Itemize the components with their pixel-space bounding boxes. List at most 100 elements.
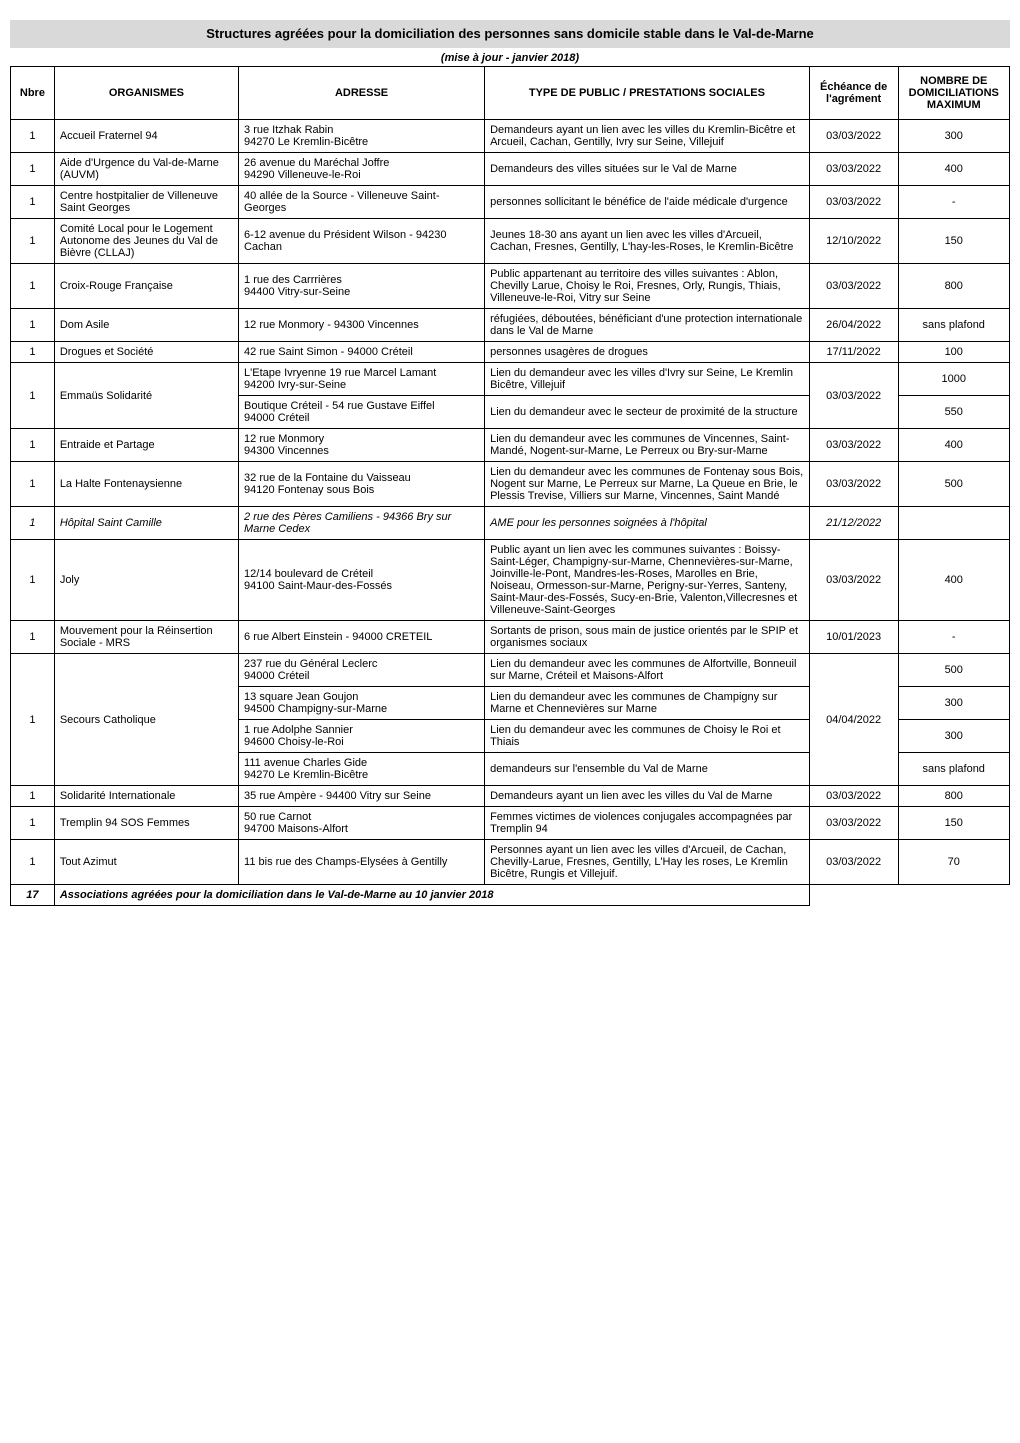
cell-org: Accueil Fraternel 94	[54, 120, 238, 153]
cell-ech: 03/03/2022	[809, 540, 898, 621]
cell-nbre: 1	[11, 540, 55, 621]
table-row: 1Emmaüs SolidaritéL'Etape Ivryenne 19 ru…	[11, 363, 1010, 396]
cell-adr: 35 rue Ampère - 94400 Vitry sur Seine	[239, 786, 485, 807]
cell-org: Tremplin 94 SOS Femmes	[54, 807, 238, 840]
cell-org: Joly	[54, 540, 238, 621]
cell-type: Demandeurs ayant un lien avec les villes…	[485, 120, 810, 153]
cell-ech: 03/03/2022	[809, 363, 898, 429]
cell-type: Lien du demandeur avec le secteur de pro…	[485, 396, 810, 429]
cell-max: 150	[898, 807, 1010, 840]
cell-nbre: 1	[11, 264, 55, 309]
cell-org: Comité Local pour le Logement Autonome d…	[54, 219, 238, 264]
cell-max: 100	[898, 342, 1010, 363]
table-row: 1Tout Azimut11 bis rue des Champs-Elysée…	[11, 840, 1010, 885]
col-max: NOMBRE DE DOMICILIATIONS MAXIMUM	[898, 67, 1010, 120]
cell-org: Entraide et Partage	[54, 429, 238, 462]
cell-nbre: 1	[11, 429, 55, 462]
cell-nbre: 1	[11, 186, 55, 219]
cell-nbre: 1	[11, 153, 55, 186]
cell-adr: 12 rue Monmory94300 Vincennes	[239, 429, 485, 462]
cell-type: Femmes victimes de violences conjugales …	[485, 807, 810, 840]
col-adr: ADRESSE	[239, 67, 485, 120]
cell-max: 800	[898, 264, 1010, 309]
cell-adr: 237 rue du Général Leclerc94000 Créteil	[239, 654, 485, 687]
cell-adr: 42 rue Saint Simon - 94000 Créteil	[239, 342, 485, 363]
table-row: 1Hôpital Saint Camille2 rue des Pères Ca…	[11, 507, 1010, 540]
cell-nbre: 1	[11, 807, 55, 840]
cell-adr: L'Etape Ivryenne 19 rue Marcel Lamant942…	[239, 363, 485, 396]
table-row: 1Drogues et Société42 rue Saint Simon - …	[11, 342, 1010, 363]
cell-adr: 3 rue Itzhak Rabin94270 Le Kremlin-Bicêt…	[239, 120, 485, 153]
footer-row: 17Associations agréées pour la domicilia…	[11, 885, 1010, 906]
cell-adr: 26 avenue du Maréchal Joffre94290 Villen…	[239, 153, 485, 186]
cell-nbre: 1	[11, 654, 55, 786]
table-row: 1Comité Local pour le Logement Autonome …	[11, 219, 1010, 264]
cell-type: Lien du demandeur avec les communes de V…	[485, 429, 810, 462]
table-row: 1Dom Asile12 rue Monmory - 94300 Vincenn…	[11, 309, 1010, 342]
cell-org: Hôpital Saint Camille	[54, 507, 238, 540]
cell-ech: 03/03/2022	[809, 186, 898, 219]
cell-org: Dom Asile	[54, 309, 238, 342]
cell-ech: 03/03/2022	[809, 786, 898, 807]
cell-ech: 03/03/2022	[809, 429, 898, 462]
footer-blank	[809, 885, 898, 906]
cell-type: réfugiées, déboutées, bénéficiant d'une …	[485, 309, 810, 342]
table-row: 1Solidarité Internationale35 rue Ampère …	[11, 786, 1010, 807]
cell-max	[898, 507, 1010, 540]
cell-type: Lien du demandeur avec les communes de A…	[485, 654, 810, 687]
cell-type: Lien du demandeur avec les communes de C…	[485, 720, 810, 753]
col-type: TYPE DE PUBLIC / PRESTATIONS SOCIALES	[485, 67, 810, 120]
cell-max: 550	[898, 396, 1010, 429]
cell-type: demandeurs sur l'ensemble du Val de Marn…	[485, 753, 810, 786]
cell-adr: 6-12 avenue du Président Wilson - 94230 …	[239, 219, 485, 264]
cell-org: Secours Catholique	[54, 654, 238, 786]
table-row: 1Accueil Fraternel 943 rue Itzhak Rabin9…	[11, 120, 1010, 153]
page-title: Structures agréées pour la domiciliation…	[10, 20, 1010, 48]
header-row: Nbre ORGANISMES ADRESSE TYPE DE PUBLIC /…	[11, 67, 1010, 120]
cell-ech: 03/03/2022	[809, 840, 898, 885]
cell-adr: Boutique Créteil - 54 rue Gustave Eiffel…	[239, 396, 485, 429]
cell-adr: 11 bis rue des Champs-Elysées à Gentilly	[239, 840, 485, 885]
table-row: 1Joly12/14 boulevard de Créteil94100 Sai…	[11, 540, 1010, 621]
cell-max: 1000	[898, 363, 1010, 396]
cell-org: Tout Azimut	[54, 840, 238, 885]
table-row: 1Aide d'Urgence du Val-de-Marne (AUVM)26…	[11, 153, 1010, 186]
cell-ech: 03/03/2022	[809, 807, 898, 840]
cell-type: Lien du demandeur avec les villes d'Ivry…	[485, 363, 810, 396]
cell-adr: 13 square Jean Goujon94500 Champigny-sur…	[239, 687, 485, 720]
cell-type: AME pour les personnes soignées à l'hôpi…	[485, 507, 810, 540]
table-row: 1Secours Catholique237 rue du Général Le…	[11, 654, 1010, 687]
table-row: 1Tremplin 94 SOS Femmes50 rue Carnot9470…	[11, 807, 1010, 840]
col-org: ORGANISMES	[54, 67, 238, 120]
cell-adr: 12 rue Monmory - 94300 Vincennes	[239, 309, 485, 342]
structures-table: Nbre ORGANISMES ADRESSE TYPE DE PUBLIC /…	[10, 66, 1010, 906]
cell-nbre: 1	[11, 309, 55, 342]
cell-nbre: 1	[11, 219, 55, 264]
cell-max: 150	[898, 219, 1010, 264]
cell-nbre: 1	[11, 120, 55, 153]
cell-type: Personnes ayant un lien avec les villes …	[485, 840, 810, 885]
page-subtitle: (mise à jour - janvier 2018)	[10, 48, 1010, 66]
cell-ech: 26/04/2022	[809, 309, 898, 342]
cell-nbre: 1	[11, 342, 55, 363]
cell-adr: 1 rue Adolphe Sannier94600 Choisy-le-Roi	[239, 720, 485, 753]
cell-max: 500	[898, 654, 1010, 687]
cell-type: Jeunes 18-30 ans ayant un lien avec les …	[485, 219, 810, 264]
cell-nbre: 1	[11, 786, 55, 807]
table-row: 1La Halte Fontenaysienne32 rue de la Fon…	[11, 462, 1010, 507]
cell-max: -	[898, 621, 1010, 654]
cell-ech: 12/10/2022	[809, 219, 898, 264]
cell-org: Centre hostpitalier de Villeneuve Saint …	[54, 186, 238, 219]
cell-org: Solidarité Internationale	[54, 786, 238, 807]
cell-max: 400	[898, 153, 1010, 186]
cell-ech: 04/04/2022	[809, 654, 898, 786]
cell-ech: 03/03/2022	[809, 264, 898, 309]
cell-type: Lien du demandeur avec les communes de F…	[485, 462, 810, 507]
cell-adr: 1 rue des Carrrières94400 Vitry-sur-Sein…	[239, 264, 485, 309]
cell-type: Public appartenant au territoire des vil…	[485, 264, 810, 309]
cell-ech: 03/03/2022	[809, 153, 898, 186]
cell-ech: 21/12/2022	[809, 507, 898, 540]
cell-max: 300	[898, 720, 1010, 753]
footer-count: 17	[11, 885, 55, 906]
cell-adr: 111 avenue Charles Gide94270 Le Kremlin-…	[239, 753, 485, 786]
